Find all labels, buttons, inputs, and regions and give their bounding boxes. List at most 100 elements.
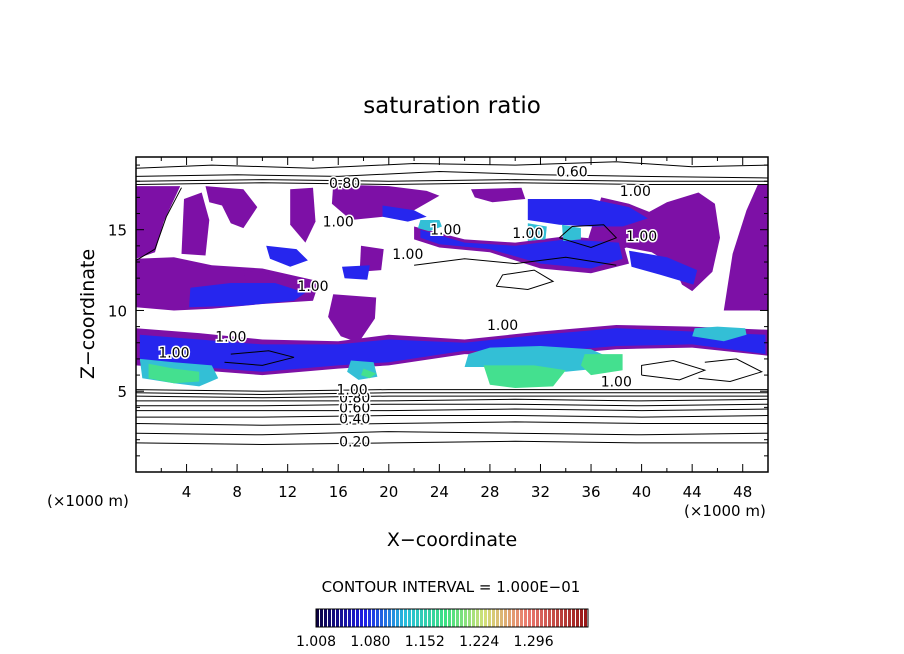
- colorbar-frame: [315, 608, 589, 628]
- contour-label: 1.00: [626, 229, 657, 245]
- contour-line: [136, 179, 768, 182]
- contour-label: 1.00: [158, 346, 189, 362]
- x-tick-label: 36: [581, 483, 600, 501]
- colorbar-cell: [472, 609, 475, 627]
- colorbar-cell: [376, 609, 379, 627]
- colorbar-cell: [392, 609, 395, 627]
- contour-line: [136, 395, 768, 399]
- colorbar-cell: [552, 609, 555, 627]
- colorbar-cell: [480, 609, 483, 627]
- contour-label: 1.00: [487, 318, 518, 334]
- colorbar-cell: [400, 609, 403, 627]
- colorbar-label: 1.080: [350, 634, 390, 650]
- contour-line: [136, 415, 768, 418]
- shaded-region: [189, 283, 306, 308]
- shaded-region: [290, 187, 316, 243]
- colorbar-cell: [316, 609, 319, 627]
- shaded-region: [723, 184, 768, 311]
- colorbar-cell: [536, 609, 539, 627]
- contour-line: [136, 187, 182, 261]
- colorbar-cell: [340, 609, 343, 627]
- colorbar-cell: [440, 609, 443, 627]
- contour-label: 1.00: [337, 383, 368, 399]
- contour-line: [136, 421, 768, 426]
- colorbar-cell: [476, 609, 479, 627]
- contour-label: 0.20: [339, 434, 370, 450]
- contour-line: [136, 389, 768, 392]
- colorbar-label: 1.224: [459, 634, 499, 650]
- colorbar-cell: [496, 609, 499, 627]
- colorbar-cell: [336, 609, 339, 627]
- x-unit-left: (×1000 m): [47, 492, 129, 510]
- colorbar-cell: [532, 609, 535, 627]
- x-tick-label: 4: [182, 483, 192, 501]
- y-tick-label: 10: [108, 302, 127, 320]
- colorbar-cell: [380, 609, 383, 627]
- shaded-region: [328, 294, 377, 343]
- shaded-region: [629, 250, 698, 285]
- shaded-region: [205, 186, 258, 229]
- y-tick-label: 15: [108, 222, 127, 240]
- colorbar-cell: [516, 609, 519, 627]
- x-unit-right: (×1000 m): [684, 502, 766, 520]
- colorbar-cell: [500, 609, 503, 627]
- y-axis: 5 10 15: [108, 164, 768, 457]
- contour-line: [136, 408, 768, 412]
- colorbar-cell: [444, 609, 447, 627]
- colorbar-cell: [408, 609, 411, 627]
- colorbar-cell: [576, 609, 579, 627]
- contour-line: [136, 161, 768, 169]
- shaded-region: [562, 224, 581, 241]
- contour-label: 0.40: [339, 412, 370, 428]
- contour-label: 0.60: [339, 400, 370, 416]
- contour-line: [136, 170, 768, 179]
- shaded-region: [359, 245, 384, 272]
- shaded-region: [148, 363, 200, 384]
- colorbar-cell: [528, 609, 531, 627]
- colorbar-cell: [396, 609, 399, 627]
- contour-label: 1.00: [601, 375, 632, 391]
- y-tick-label: 5: [117, 383, 127, 401]
- colorbar-cell: [584, 609, 587, 627]
- x-tick-label: 44: [683, 483, 702, 501]
- colorbar-cell: [348, 609, 351, 627]
- colorbar-label: 1.008: [296, 634, 336, 650]
- x-axis-label: X−coordinate: [387, 529, 517, 551]
- y-axis-label: Z−coordinate: [77, 249, 99, 379]
- shaded-region: [139, 328, 766, 372]
- colorbar-cell: [508, 609, 511, 627]
- contour-interval-text: CONTOUR INTERVAL = 1.000E−01: [322, 578, 581, 596]
- contour-label: 1.00: [392, 247, 423, 263]
- contour-line: [698, 358, 764, 383]
- colorbar-cell: [540, 609, 543, 627]
- shaded-region: [417, 220, 442, 232]
- x-tick-label: 40: [632, 483, 651, 501]
- shaded-region: [361, 368, 377, 379]
- colorbar-label: 1.152: [405, 634, 445, 650]
- colorbar-cell: [468, 609, 471, 627]
- colorbar-cell: [564, 609, 567, 627]
- contour-label: 1.00: [620, 184, 651, 200]
- colorbar-cell: [504, 609, 507, 627]
- shaded-region: [420, 229, 623, 269]
- colorbar-cell: [372, 609, 375, 627]
- x-tick-label: 8: [232, 483, 242, 501]
- x-tick-label: 12: [278, 483, 297, 501]
- shade-layer: [136, 184, 768, 388]
- contour-line: [559, 224, 618, 249]
- colorbar-cell: [360, 609, 363, 627]
- shaded-region: [527, 199, 648, 227]
- contour-label: 1.00: [512, 226, 543, 242]
- colorbar-cell: [420, 609, 423, 627]
- contour-line: [414, 256, 617, 266]
- contour-line: [136, 398, 768, 402]
- contour-line: [495, 269, 555, 291]
- colorbar-cell: [320, 609, 323, 627]
- contour-label: 1.00: [215, 329, 246, 345]
- colorbar-cell: [344, 609, 347, 627]
- chart-title: saturation ratio: [363, 93, 541, 119]
- contour-line: [641, 359, 707, 381]
- contour-layer: [136, 161, 768, 446]
- contour-line: [224, 350, 295, 366]
